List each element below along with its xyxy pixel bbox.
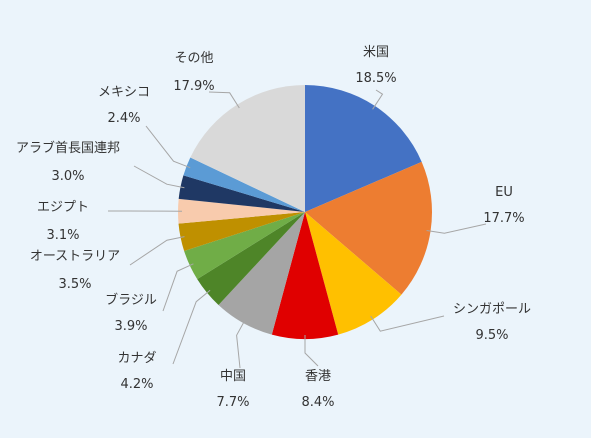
pie-slice — [305, 161, 432, 295]
label-value-mexico: 2.4% — [107, 111, 140, 126]
leader-line — [162, 263, 194, 312]
leader-line — [129, 236, 185, 266]
leader-line — [236, 319, 246, 369]
label-name-uae: アラブ首長国連邦 — [16, 140, 120, 156]
pie-slice — [178, 212, 305, 251]
label-name-us: 米国 — [363, 45, 389, 60]
leader-line — [133, 165, 185, 189]
leader-line — [145, 125, 191, 169]
leader-line — [172, 289, 211, 365]
label-name-brazil: ブラジル — [105, 292, 157, 308]
label-value-china: 7.7% — [216, 395, 249, 410]
label-value-uae: 3.0% — [51, 169, 84, 184]
pie-slice — [184, 212, 305, 280]
pie-slice — [190, 85, 305, 212]
leader-line — [372, 89, 384, 110]
label-value-hongkong: 8.4% — [301, 395, 334, 410]
leaders-layer — [107, 89, 487, 369]
slices-layer — [177, 85, 432, 340]
label-name-canada: カナダ — [117, 351, 156, 366]
pie-slice — [197, 212, 305, 305]
label-name-singapore: シンガポール — [453, 302, 531, 317]
label-value-brazil: 3.9% — [114, 319, 147, 334]
leader-line — [208, 91, 240, 109]
label-value-australia: 3.5% — [58, 277, 91, 292]
pie-slice — [177, 198, 305, 224]
leader-line — [370, 315, 445, 332]
pie-slice — [305, 85, 422, 212]
label-name-china: 中国 — [220, 369, 246, 384]
label-name-mexico: メキシコ — [98, 85, 150, 100]
label-name-hongkong: 香港 — [305, 369, 331, 384]
pie-slice — [178, 175, 305, 212]
labels-layer: 米国 18.5% EU 17.7% シンガポール 9.5% 香港 8.4% 中国… — [16, 45, 531, 410]
leader-line — [426, 223, 487, 234]
label-value-canada: 4.2% — [120, 377, 153, 392]
label-name-egypt: エジプト — [37, 200, 89, 215]
pie-slice — [218, 212, 305, 335]
leader-line — [304, 335, 319, 367]
pie-slice — [271, 212, 339, 340]
label-value-egypt: 3.1% — [46, 228, 79, 243]
label-value-us: 18.5% — [355, 71, 396, 86]
label-name-australia: オーストラリア — [30, 249, 120, 264]
pie-slice — [305, 212, 402, 335]
label-name-eu: EU — [495, 185, 513, 200]
label-value-eu: 17.7% — [483, 211, 524, 226]
pie-slice — [183, 157, 305, 212]
label-name-other: その他 — [174, 51, 213, 66]
label-value-other: 17.9% — [173, 79, 214, 94]
label-value-singapore: 9.5% — [475, 328, 508, 343]
